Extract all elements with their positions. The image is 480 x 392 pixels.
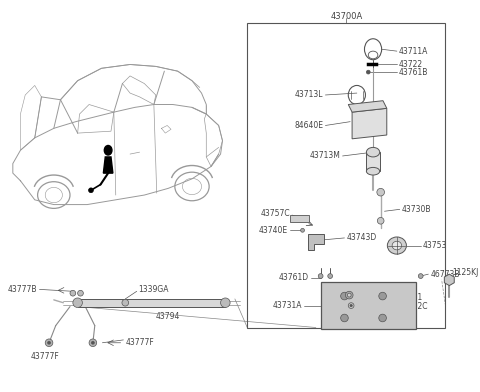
Text: 43777B: 43777B: [8, 285, 37, 294]
Ellipse shape: [387, 237, 407, 254]
Circle shape: [346, 291, 353, 299]
Text: 43731A: 43731A: [273, 301, 302, 310]
Text: 43753: 43753: [422, 241, 447, 250]
Text: 43794: 43794: [156, 312, 180, 321]
Text: 43761: 43761: [399, 294, 423, 303]
Circle shape: [377, 218, 384, 224]
Circle shape: [419, 274, 423, 278]
Circle shape: [379, 292, 386, 300]
Ellipse shape: [366, 147, 380, 157]
Circle shape: [70, 290, 76, 296]
Circle shape: [350, 305, 352, 307]
Circle shape: [379, 314, 386, 322]
Text: 43740E: 43740E: [259, 226, 288, 235]
Circle shape: [221, 298, 230, 307]
Text: 43762C: 43762C: [399, 302, 428, 311]
Text: 1125KJ: 1125KJ: [452, 268, 479, 277]
Circle shape: [122, 299, 129, 306]
Circle shape: [89, 339, 96, 347]
Text: 43777F: 43777F: [125, 338, 154, 347]
Text: 43722: 43722: [399, 60, 423, 69]
Circle shape: [328, 274, 333, 278]
Circle shape: [341, 314, 348, 322]
Polygon shape: [348, 101, 387, 112]
Text: 43713M: 43713M: [310, 151, 341, 160]
Bar: [247, 23, 445, 327]
Text: 43711A: 43711A: [399, 47, 428, 56]
Text: 43777F: 43777F: [31, 352, 60, 361]
Bar: [321, 282, 416, 329]
Bar: [290, 215, 309, 222]
Circle shape: [377, 189, 384, 196]
Text: 43713L: 43713L: [295, 91, 324, 100]
Polygon shape: [103, 157, 113, 173]
Text: 1339GA: 1339GA: [139, 285, 169, 294]
Circle shape: [45, 339, 53, 347]
Text: 84640E: 84640E: [295, 121, 324, 130]
Text: 43700A: 43700A: [330, 12, 362, 21]
Ellipse shape: [104, 145, 112, 155]
Circle shape: [341, 292, 348, 300]
Ellipse shape: [366, 167, 380, 175]
Circle shape: [300, 229, 304, 232]
Text: 43743D: 43743D: [347, 233, 377, 242]
Text: 43730B: 43730B: [402, 205, 431, 214]
Circle shape: [366, 70, 370, 74]
Polygon shape: [444, 274, 454, 286]
Circle shape: [48, 341, 50, 344]
Text: 43761D: 43761D: [279, 274, 309, 283]
Circle shape: [78, 290, 84, 296]
Circle shape: [89, 188, 93, 192]
Text: 43757C: 43757C: [261, 209, 290, 218]
Bar: [78, 299, 225, 307]
Polygon shape: [352, 108, 387, 139]
Circle shape: [348, 293, 351, 297]
Circle shape: [92, 341, 94, 344]
Bar: [366, 152, 380, 171]
Polygon shape: [308, 234, 324, 250]
Circle shape: [73, 298, 83, 307]
Ellipse shape: [392, 241, 402, 250]
Text: 43761B: 43761B: [399, 67, 428, 76]
Text: 46773B: 46773B: [430, 270, 460, 279]
Circle shape: [318, 274, 323, 278]
